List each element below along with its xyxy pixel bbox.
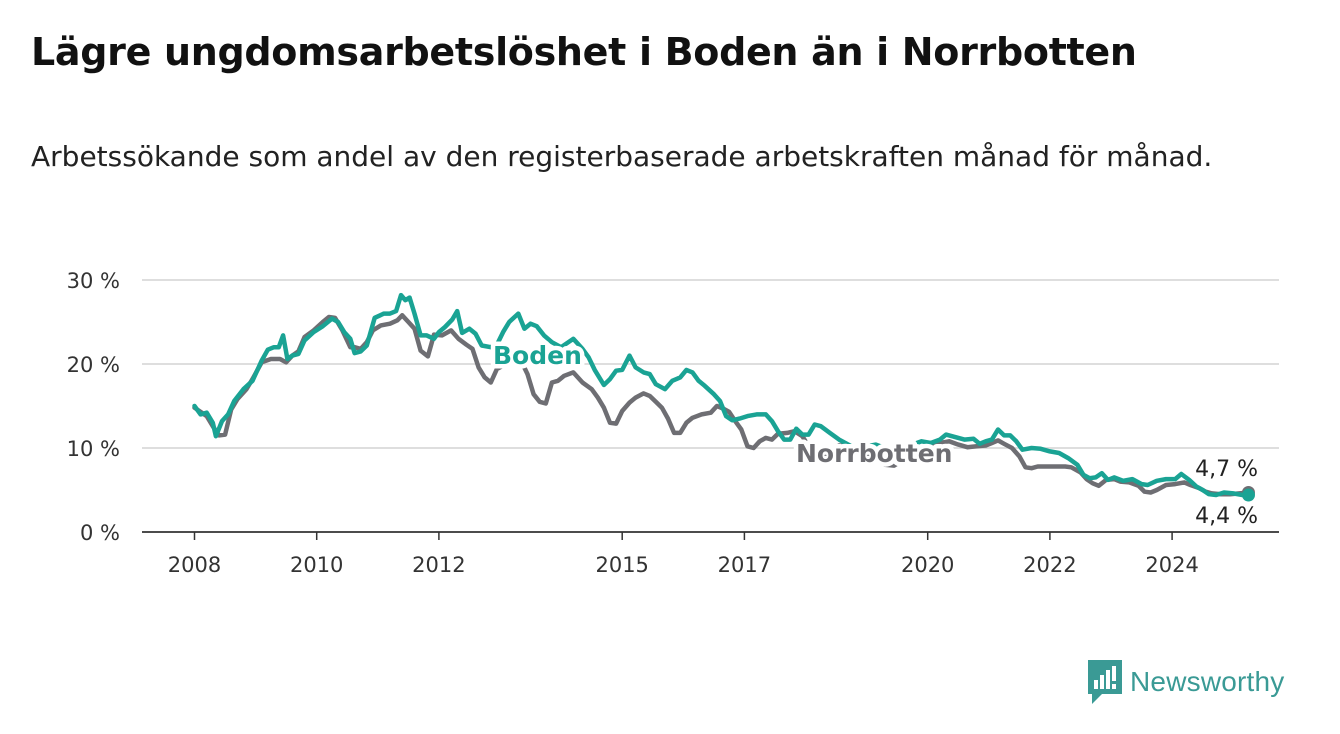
series-lines [192, 292, 1255, 502]
line-chart: 0 % 10 % 20 % 30 % 2008 2010 2012 2015 2017 2020 2… [67, 269, 1279, 577]
grid-lines [142, 279, 1279, 449]
series-label-boden: Boden [493, 341, 582, 370]
x-tick-label: 2024 [1145, 553, 1198, 577]
x-tick-label: 2012 [412, 553, 465, 577]
series-label-norrbotten: Norrbotten [796, 439, 952, 468]
chart-title: Lägre ungdomsarbetslöshet i Boden än i N… [31, 30, 1137, 74]
end-label-boden: 4,4 % [1195, 504, 1258, 529]
x-tick-label: 2008 [168, 553, 221, 577]
end-label-norrbotten: 4,7 % [1195, 457, 1258, 482]
x-tick-label: 2015 [595, 553, 648, 577]
brand-name: Newsworthy [1130, 666, 1285, 697]
axes: 0 % 10 % 20 % 30 % 2008 2010 2012 2015 2017 2020 2… [67, 269, 1279, 577]
x-tick-label: 2010 [290, 553, 343, 577]
chart-subtitle: Arbetssökande som andel av den registerb… [31, 140, 1213, 173]
y-tick-label: 20 % [67, 353, 120, 377]
x-tick-label: 2017 [718, 553, 771, 577]
series-end-point-boden [1241, 488, 1255, 502]
y-tick-label: 0 % [80, 521, 120, 545]
series-labels: Boden Norrbotten 4,7 % 4,4 % [489, 337, 1262, 533]
brand-logo: Newsworthy [1088, 660, 1284, 704]
series-line-boden [192, 292, 1251, 498]
y-tick-label: 30 % [67, 269, 120, 293]
newsworthy-logo-icon [1088, 660, 1122, 704]
x-tick-label: 2022 [1023, 553, 1076, 577]
x-tick-label: 2020 [901, 553, 954, 577]
y-tick-label: 10 % [67, 437, 120, 461]
